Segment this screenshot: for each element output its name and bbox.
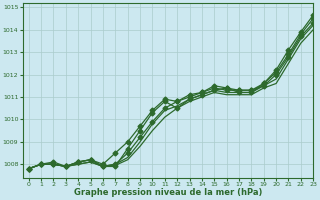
X-axis label: Graphe pression niveau de la mer (hPa): Graphe pression niveau de la mer (hPa)	[74, 188, 262, 197]
